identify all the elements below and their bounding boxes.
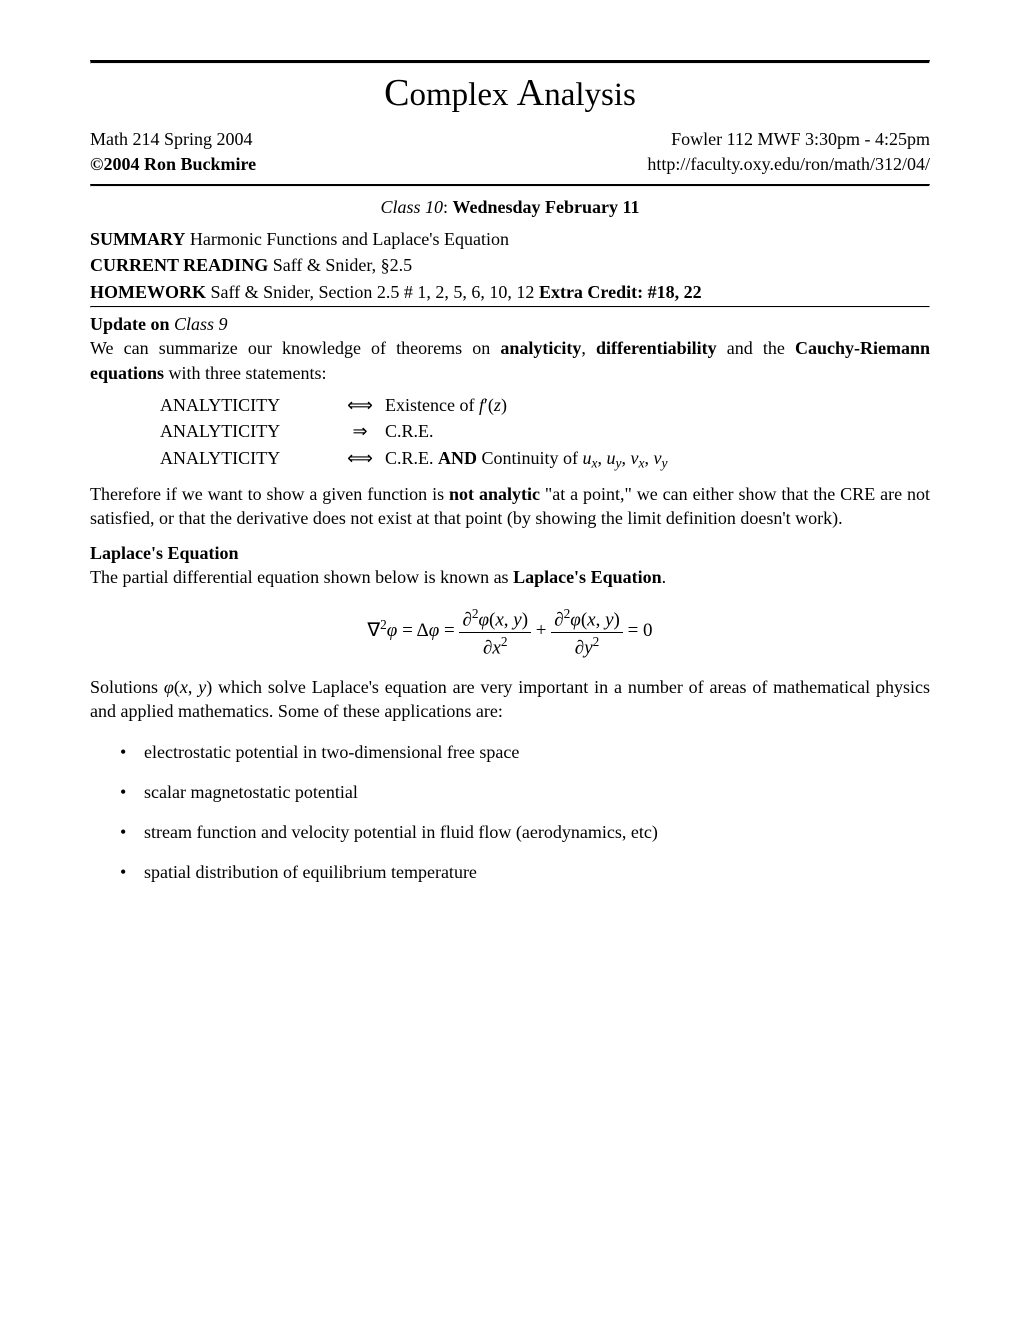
page-title: Complex Analysis xyxy=(90,68,930,119)
update-m2: and the xyxy=(717,338,795,358)
course-id: Math 214 Spring 2004 xyxy=(90,127,256,151)
update-m1: , xyxy=(581,338,596,358)
align-arr-2: ⇒ xyxy=(335,419,385,443)
copyright: ©2004 Ron Buckmire xyxy=(90,152,256,176)
thin-rule xyxy=(90,306,930,308)
update-pre: We can summarize our knowledge of theore… xyxy=(90,338,500,358)
align-rhs-3: C.R.E. AND Continuity of ux, uy, vx, vy xyxy=(385,446,930,473)
align-lhs-3: ANALYTICITY xyxy=(160,446,335,470)
class-sep: : xyxy=(443,197,453,217)
align-arr-3: ⟺ xyxy=(335,446,385,470)
therefore-para: Therefore if we want to show a given fun… xyxy=(90,482,930,531)
reading-line: CURRENT READING Saff & Snider, §2.5 xyxy=(90,253,930,277)
room-time: Fowler 112 MWF 3:30pm - 4:25pm xyxy=(647,127,930,151)
bullet-3: stream function and velocity potential i… xyxy=(120,820,930,844)
align-lhs-2: ANALYTICITY xyxy=(160,419,335,443)
title-text: Complex Analysis xyxy=(384,77,636,113)
bullet-1: electrostatic potential in two-dimension… xyxy=(120,740,930,764)
summary-line: SUMMARY Harmonic Functions and Laplace's… xyxy=(90,227,930,251)
class-line: Class 10: Wednesday February 11 xyxy=(90,195,930,219)
applications-list: electrostatic potential in two-dimension… xyxy=(120,740,930,885)
update-b1: analyticity xyxy=(500,338,581,358)
laplace-heading: Laplace's Equation xyxy=(90,541,930,565)
therefore-bold: not analytic xyxy=(449,484,540,504)
hw-label: HOMEWORK xyxy=(90,282,206,302)
update-heading: Update on xyxy=(90,314,170,334)
reading-text: Saff & Snider, §2.5 xyxy=(273,255,412,275)
align-rhs-1: Existence of f′(z) xyxy=(385,393,930,417)
header-right: Fowler 112 MWF 3:30pm - 4:25pm http://fa… xyxy=(647,127,930,176)
align-row-2: ANALYTICITY ⇒ C.R.E. xyxy=(160,419,930,443)
update-para: We can summarize our knowledge of theore… xyxy=(90,336,930,385)
laplace-equation: ∇2φ = Δφ = ∂2φ(x, y)∂x2 + ∂2φ(x, y)∂y2 =… xyxy=(90,607,930,657)
update-b2: differentiability xyxy=(596,338,717,358)
update-suf: with three statements: xyxy=(164,363,326,383)
mid-rule xyxy=(90,184,930,187)
hw-extra: Extra Credit: #18, 22 xyxy=(539,282,702,302)
laplace-intro: The partial differential equation shown … xyxy=(90,565,930,589)
align-row-3: ANALYTICITY ⟺ C.R.E. AND Continuity of u… xyxy=(160,446,930,473)
align-lhs-1: ANALYTICITY xyxy=(160,393,335,417)
header-left: Math 214 Spring 2004 ©2004 Ron Buckmire xyxy=(90,127,256,176)
class-label: Class 10 xyxy=(380,197,443,217)
solutions-para: Solutions φ(x, y) which solve Laplace's … xyxy=(90,675,930,724)
summary-text: Harmonic Functions and Laplace's Equatio… xyxy=(190,229,509,249)
therefore-pre: Therefore if we want to show a given fun… xyxy=(90,484,449,504)
bullet-4: spatial distribution of equilibrium temp… xyxy=(120,860,930,884)
summary-label: SUMMARY xyxy=(90,229,185,249)
laplace-pre: The partial differential equation shown … xyxy=(90,567,513,587)
update-class-ref: Class 9 xyxy=(174,314,228,334)
hw-text: Saff & Snider, Section 2.5 # 1, 2, 5, 6,… xyxy=(211,282,535,302)
align-rhs-2: C.R.E. xyxy=(385,419,930,443)
laplace-post: . xyxy=(662,567,667,587)
align-block: ANALYTICITY ⟺ Existence of f′(z) ANALYTI… xyxy=(160,393,930,472)
course-url: http://faculty.oxy.edu/ron/math/312/04/ xyxy=(647,152,930,176)
align-arr-1: ⟺ xyxy=(335,393,385,417)
header-info: Math 214 Spring 2004 ©2004 Ron Buckmire … xyxy=(90,127,930,176)
laplace-bold: Laplace's Equation xyxy=(513,567,662,587)
bullet-2: scalar magnetostatic potential xyxy=(120,780,930,804)
reading-label: CURRENT READING xyxy=(90,255,268,275)
homework-line: HOMEWORK Saff & Snider, Section 2.5 # 1,… xyxy=(90,280,930,304)
class-date: Wednesday February 11 xyxy=(453,197,640,217)
update-heading-line: Update on Class 9 xyxy=(90,312,930,336)
top-rule xyxy=(90,60,930,64)
align-row-1: ANALYTICITY ⟺ Existence of f′(z) xyxy=(160,393,930,417)
section-heads: SUMMARY Harmonic Functions and Laplace's… xyxy=(90,227,930,304)
